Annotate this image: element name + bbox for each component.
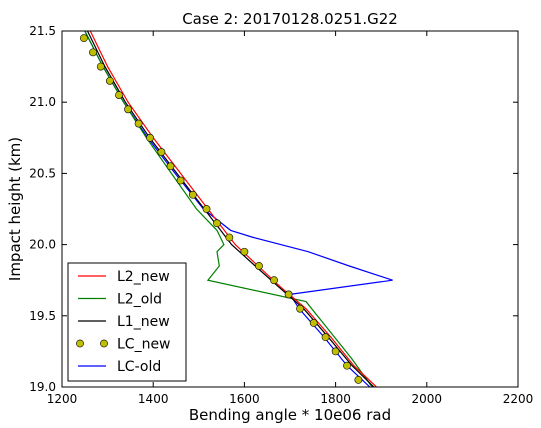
- series-point-lc-new: [176, 176, 185, 185]
- series-point-lc-new: [296, 304, 304, 313]
- series-layer: [79, 31, 393, 387]
- y-tick-label: 20.5: [29, 166, 56, 180]
- legend-swatch-marker: [76, 339, 84, 348]
- legend-swatch-marker: [100, 339, 108, 348]
- y-tick-label: 19.0: [29, 380, 56, 394]
- series-point-lc-new: [240, 247, 249, 256]
- series-point-lc-new: [284, 290, 293, 299]
- series-point-lc-new: [157, 148, 166, 156]
- chart-title: Case 2: 20170128.0251.G22: [182, 10, 398, 28]
- legend: L2_new L2_old L1_new LC_new LC-old: [67, 262, 187, 382]
- series-point-lc-new: [255, 262, 263, 270]
- y-tick-label: 21.0: [29, 95, 56, 109]
- legend-frame: [67, 262, 187, 382]
- y-tick-label: 21.5: [29, 24, 56, 38]
- series-point-lc-new: [89, 48, 97, 57]
- series-point-lc-new: [124, 105, 133, 114]
- legend-label: L2_old: [117, 292, 162, 308]
- plot-frame: [61, 30, 519, 388]
- plot-area: 1200 1400 1600 1800 2000 2200 19.0 19.5 20.0 20.5…: [29, 24, 533, 406]
- x-tick-label: 1400: [138, 392, 169, 406]
- series-point-lc-new: [105, 76, 114, 85]
- series-point-lc-new: [96, 62, 105, 71]
- legend-label: L1_new: [117, 314, 170, 330]
- y-axis-label: Impact height (km): [6, 137, 24, 281]
- series-point-lc-new: [146, 133, 154, 142]
- x-tick-label: 1200: [47, 392, 78, 406]
- series-point-lc-new: [270, 276, 278, 285]
- x-tick-label: 1800: [320, 392, 351, 406]
- x-tick-label: 1600: [229, 392, 260, 406]
- series-point-lc-new: [309, 319, 318, 327]
- x-axis-label: Bending angle * 10e06 rad: [189, 406, 391, 424]
- series-point-lc-new: [188, 190, 197, 199]
- series-point-lc-new: [134, 119, 143, 128]
- legend-label: LC-old: [117, 359, 161, 375]
- legend-label: LC_new: [117, 337, 171, 353]
- series-point-lc-new: [331, 347, 340, 356]
- ticks-layer: 1200 1400 1600 1800 2000 2200 19.0 19.5 20.0 20.5…: [29, 24, 533, 406]
- series-line-l2-new: [89, 31, 378, 387]
- series-point-lc-new: [354, 375, 363, 384]
- legend-label: L2_new: [117, 269, 170, 285]
- series-point-lc-new: [79, 34, 88, 43]
- series-point-lc-new: [166, 162, 175, 171]
- y-tick-label: 20.0: [29, 238, 56, 252]
- x-tick-label: 2200: [503, 392, 534, 406]
- series-point-lc-new: [321, 333, 330, 342]
- series-point-lc-new: [225, 233, 234, 242]
- series-point-lc-new: [343, 361, 351, 370]
- series-point-lc-new: [202, 205, 211, 213]
- y-tick-label: 19.5: [29, 309, 56, 323]
- x-tick-label: 2000: [412, 392, 443, 406]
- series-point-lc-new: [213, 219, 221, 228]
- series-point-lc-new: [115, 91, 123, 99]
- series-line-l2-old: [84, 31, 373, 387]
